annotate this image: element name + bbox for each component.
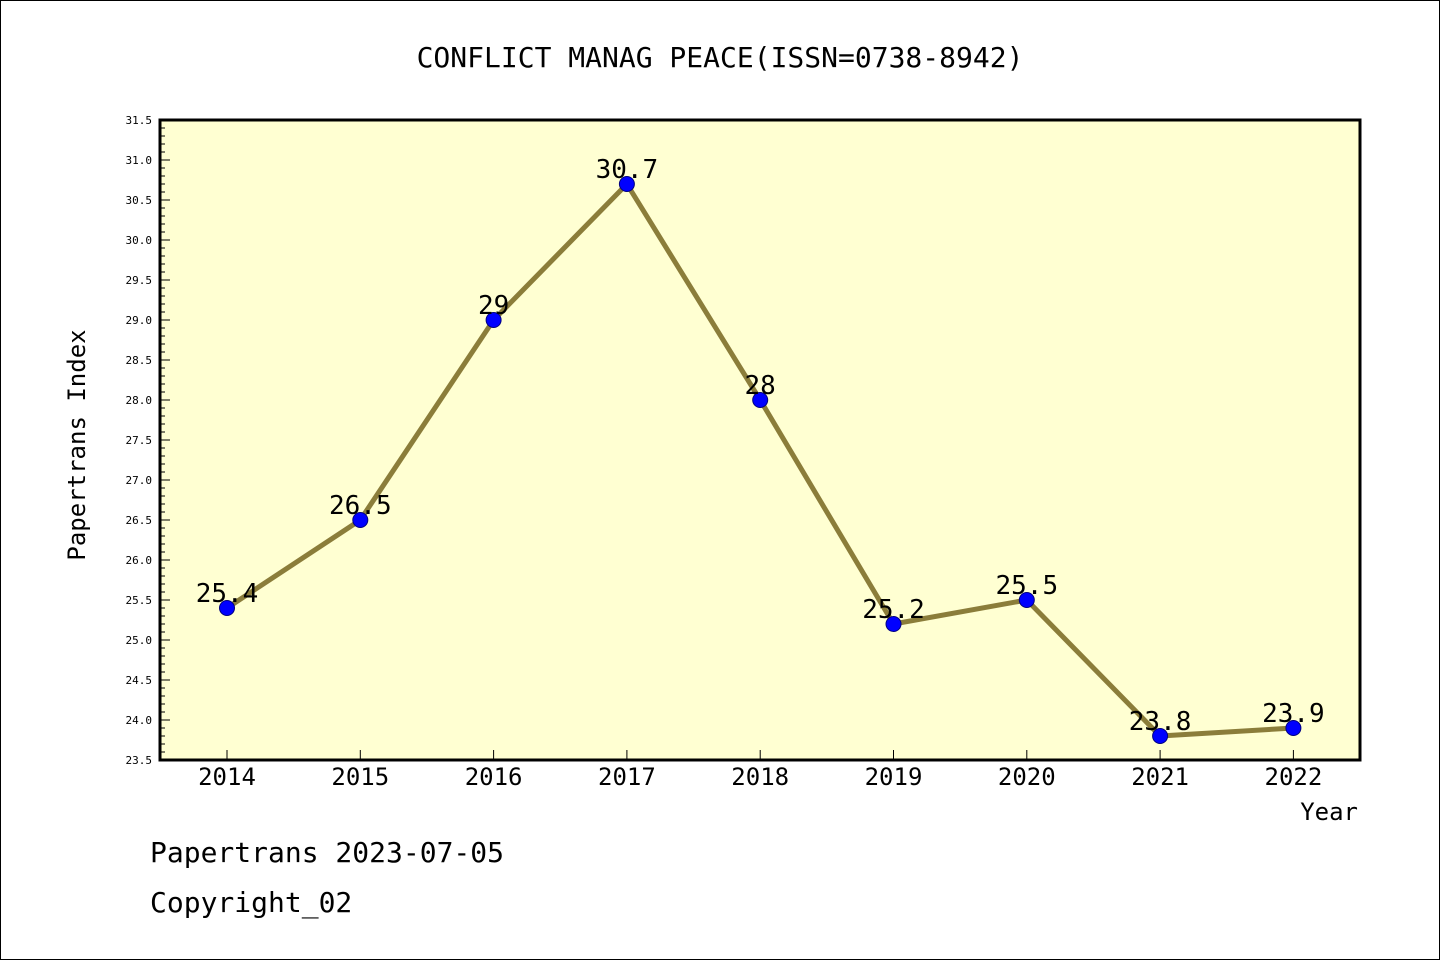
data-label: 25.4 (196, 579, 259, 609)
y-tick-label: 31.5 (126, 114, 153, 127)
data-point (752, 392, 769, 408)
x-tick-label: 2020 (998, 763, 1056, 791)
data-point (618, 176, 635, 192)
plot-area (158, 118, 1362, 762)
data-point (219, 600, 235, 616)
y-tick-label: 28.0 (126, 394, 153, 407)
y-tick-label: 27.5 (126, 434, 153, 447)
data-point (1018, 592, 1035, 608)
y-tick-label: 31.0 (126, 154, 153, 167)
y-tick-label: 27.0 (126, 474, 153, 487)
y-tick-label: 28.5 (126, 354, 153, 367)
x-tick-label: 2016 (465, 763, 523, 791)
chart-title: CONFLICT MANAG PEACE(ISSN=0738-8942) (417, 41, 1024, 74)
data-point (1152, 728, 1169, 744)
data-point (352, 512, 369, 528)
y-tick-label: 29.5 (126, 274, 153, 287)
y-tick-label: 30.5 (126, 194, 153, 207)
y-tick-label: 29.0 (126, 314, 153, 327)
data-labels: 25.4 26.5 29 30.7 28 25.2 25.5 23.8 23.9 (196, 155, 1325, 737)
data-label: 28 (745, 371, 776, 401)
x-tick-label: 2014 (198, 763, 256, 791)
data-label: 25.2 (862, 595, 925, 625)
x-tick-label: 2017 (598, 763, 656, 791)
data-point (485, 312, 502, 328)
y-tick-label: 23.5 (126, 754, 153, 767)
x-tick-label: 2019 (865, 763, 923, 791)
y-axis: 23.5 24.0 24.5 25.0 25.5 26.0 26.5 27.0 27.5 28.0… (126, 114, 170, 767)
y-axis-label: Papertrans Index (63, 329, 91, 560)
data-label: 23.8 (1129, 707, 1192, 737)
x-tick-label: 2022 (1265, 763, 1323, 791)
y-tick-label: 24.5 (126, 674, 153, 687)
y-tick-label: 25.0 (126, 634, 153, 647)
data-point (1285, 720, 1302, 736)
data-label: 25.5 (995, 571, 1058, 601)
data-point (885, 616, 902, 632)
x-tick-label: 2021 (1131, 763, 1189, 791)
footer-copyright: Copyright_02 (150, 886, 353, 919)
data-label: 30.7 (596, 155, 659, 185)
y-tick-label: 25.5 (126, 594, 153, 607)
x-axis: 2014 2015 2016 2017 2018 2019 2020 2021 2022 (198, 750, 1322, 791)
data-label: 26.5 (329, 491, 392, 521)
data-label: 23.9 (1262, 699, 1325, 729)
data-label: 29 (478, 291, 509, 321)
x-tick-label: 2015 (331, 763, 389, 791)
footer-date: Papertrans 2023-07-05 (150, 836, 505, 869)
x-tick-label: 2018 (731, 763, 789, 791)
y-tick-label: 24.0 (126, 714, 153, 727)
y-tick-label: 30.0 (126, 234, 153, 247)
x-axis-label: Year (1300, 798, 1358, 826)
y-tick-label: 26.0 (126, 554, 153, 567)
data-points (219, 176, 1302, 744)
y-tick-label: 26.5 (126, 514, 153, 527)
